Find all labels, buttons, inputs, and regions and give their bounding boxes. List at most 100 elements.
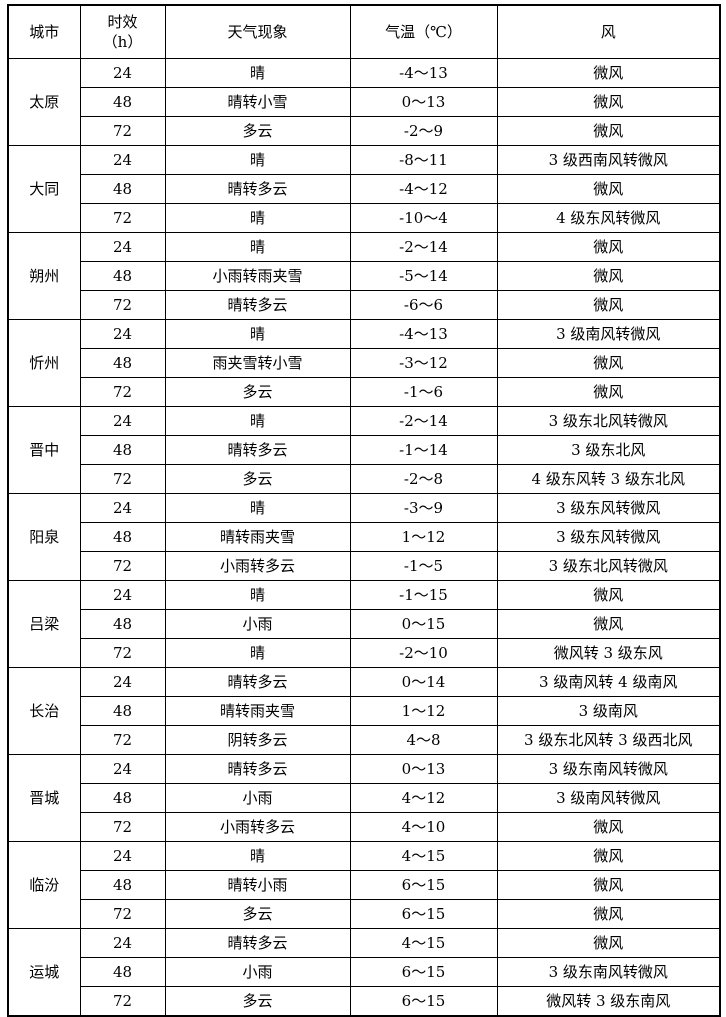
- wind-cell: 3 级东北风转微风: [496, 406, 721, 436]
- period-cell: 48: [79, 696, 166, 726]
- forecast-row: 阳泉 24 晴 -3～9 3 级东风转微风: [7, 493, 721, 581]
- temperature-cell: -2～8: [349, 464, 498, 494]
- period-cell: 48: [79, 261, 166, 291]
- document-page: 城市 时效 （h） 天气现象 气温（℃） 风 太原 24 晴 -4～13 微风 48 晴转小…: [7, 4, 721, 1017]
- wind-cell: 3 级东风转微风: [496, 522, 721, 552]
- weather-cell: 雨夹雪转小雪: [164, 348, 351, 378]
- period-cell: 48: [79, 435, 166, 465]
- forecast-row: 48 晴转多云 -4～12 微风: [8, 174, 721, 204]
- temperature-cell: 6～15: [349, 986, 498, 1017]
- temperature-cell: 0～13: [349, 754, 498, 784]
- weather-cell: 多云: [164, 377, 351, 407]
- temperature-cell: 4～10: [349, 812, 498, 842]
- city-name-cell: 晋中: [7, 406, 81, 494]
- wind-cell: 微风: [496, 87, 721, 117]
- wind-cell: 微风转 3 级东风: [496, 638, 721, 668]
- period-cell: 24: [79, 58, 166, 88]
- weather-cell: 晴转多云: [164, 435, 351, 465]
- wind-cell: 3 级南风转微风: [496, 319, 721, 349]
- forecast-row: 48 雨夹雪转小雪 -3～12 微风: [8, 348, 721, 378]
- temperature-cell: -5～14: [349, 261, 498, 291]
- temperature-cell: -4～13: [349, 58, 498, 88]
- table-header: 城市 时效 （h） 天气现象 气温（℃） 风: [7, 4, 721, 59]
- period-cell: 24: [79, 754, 166, 784]
- wind-cell: 微风: [496, 261, 721, 291]
- wind-cell: 3 级东南风转微风: [496, 754, 721, 784]
- period-cell: 72: [79, 812, 166, 842]
- weather-cell: 晴转多云: [164, 667, 351, 697]
- wind-cell: 微风: [496, 580, 721, 610]
- wind-cell: 微风: [496, 58, 721, 88]
- weather-cell: 小雨转雨夹雪: [164, 261, 351, 291]
- forecast-row: 72 晴 -2～10 微风转 3 级东风: [8, 638, 721, 668]
- weather-cell: 多云: [164, 464, 351, 494]
- header-wind: 风: [496, 4, 721, 59]
- temperature-cell: 6～15: [349, 957, 498, 987]
- weather-cell: 晴: [164, 638, 351, 668]
- city-name-cell: 长治: [7, 667, 81, 755]
- temperature-cell: -1～15: [349, 580, 498, 610]
- temperature-cell: 0～15: [349, 609, 498, 639]
- forecast-row: 72 晴转多云 -6～6 微风: [8, 290, 721, 320]
- forecast-row: 晋中 24 晴 -2～14 3 级东北风转微风: [7, 406, 721, 494]
- period-cell: 72: [79, 464, 166, 494]
- forecast-row: 48 小雨 4～12 3 级南风转微风: [8, 783, 721, 813]
- weather-cell: 小雨转多云: [164, 551, 351, 581]
- period-cell: 48: [79, 174, 166, 204]
- weather-cell: 晴转雨夹雪: [164, 522, 351, 552]
- city-name-cell: 阳泉: [7, 493, 81, 581]
- header-weather: 天气现象: [164, 4, 351, 59]
- wind-cell: 3 级东北风: [496, 435, 721, 465]
- wind-cell: 微风: [496, 609, 721, 639]
- wind-cell: 微风: [496, 116, 721, 146]
- wind-cell: 3 级东南风转微风: [496, 957, 721, 987]
- period-cell: 72: [79, 899, 166, 929]
- period-cell: 72: [79, 725, 166, 755]
- period-cell: 24: [79, 319, 166, 349]
- temperature-cell: 4～15: [349, 928, 498, 958]
- forecast-row: 48 小雨 6～15 3 级东南风转微风: [8, 957, 721, 987]
- forecast-row: 72 小雨转多云 4～10 微风: [8, 812, 721, 842]
- wind-cell: 微风: [496, 870, 721, 900]
- period-cell: 72: [79, 290, 166, 320]
- forecast-row: 72 多云 6～15 微风: [8, 899, 721, 929]
- temperature-cell: -1～6: [349, 377, 498, 407]
- period-cell: 48: [79, 609, 166, 639]
- forecast-row: 48 晴转小雨 6～15 微风: [8, 870, 721, 900]
- weather-forecast-table: 城市 时效 （h） 天气现象 气温（℃） 风 太原 24 晴 -4～13 微风 48 晴转小…: [7, 4, 721, 1017]
- forecast-row: 48 晴转雨夹雪 1～12 3 级东风转微风: [8, 522, 721, 552]
- period-cell: 24: [79, 667, 166, 697]
- period-cell: 24: [79, 406, 166, 436]
- wind-cell: 3 级南风转微风: [496, 783, 721, 813]
- weather-cell: 多云: [164, 116, 351, 146]
- forecast-row: 72 晴 -10～4 4 级东风转微风: [8, 203, 721, 233]
- wind-cell: 3 级西南风转微风: [496, 145, 721, 175]
- period-cell: 24: [79, 841, 166, 871]
- temperature-cell: 4～12: [349, 783, 498, 813]
- weather-cell: 晴: [164, 145, 351, 175]
- temperature-cell: -3～9: [349, 493, 498, 523]
- wind-cell: 微风转 3 级东南风: [496, 986, 721, 1017]
- temperature-cell: -2～9: [349, 116, 498, 146]
- header-row: 城市 时效 （h） 天气现象 气温（℃） 风: [7, 4, 721, 59]
- period-cell: 72: [79, 377, 166, 407]
- weather-cell: 晴转小雪: [164, 87, 351, 117]
- weather-cell: 小雨: [164, 783, 351, 813]
- period-cell: 24: [79, 493, 166, 523]
- temperature-cell: -2～14: [349, 406, 498, 436]
- period-cell: 24: [79, 145, 166, 175]
- temperature-cell: -2～10: [349, 638, 498, 668]
- period-cell: 72: [79, 551, 166, 581]
- wind-cell: 4 级东风转微风: [496, 203, 721, 233]
- city-name-cell: 运城: [7, 928, 81, 1017]
- temperature-cell: -8～11: [349, 145, 498, 175]
- forecast-row: 48 小雨转雨夹雪 -5～14 微风: [8, 261, 721, 291]
- wind-cell: 微风: [496, 899, 721, 929]
- wind-cell: 微风: [496, 841, 721, 871]
- city-name-cell: 朔州: [7, 232, 81, 320]
- forecast-row: 运城 24 晴转多云 4～15 微风: [7, 928, 721, 1017]
- header-period-line2: （h）: [102, 33, 143, 51]
- wind-cell: 微风: [496, 232, 721, 262]
- temperature-cell: 6～15: [349, 899, 498, 929]
- wind-cell: 微风: [496, 928, 721, 958]
